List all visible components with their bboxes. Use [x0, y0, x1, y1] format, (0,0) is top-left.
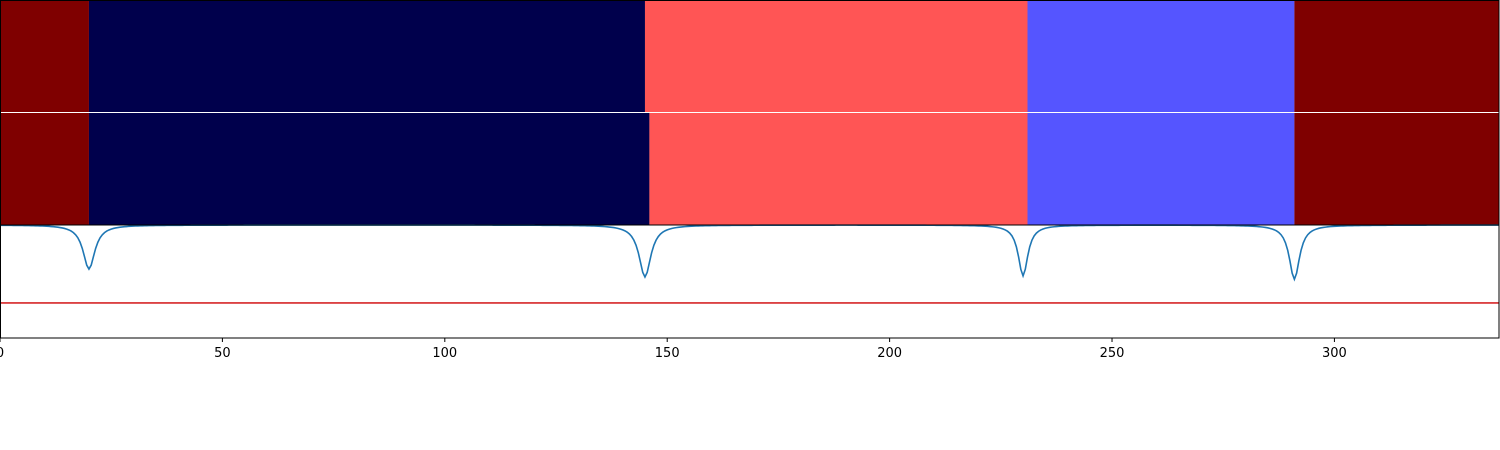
segment-row-1 [0, 0, 1499, 113]
segment-1-4 [1027, 0, 1295, 113]
signal-panel [0, 0, 1500, 339]
x-axis: 0 50 100 150 200 250 300 [0, 338, 1347, 361]
segment-2-5 [1294, 112, 1499, 225]
x-tick-label-200: 200 [877, 346, 902, 361]
segment-1-5 [1294, 0, 1499, 113]
x-tick-label-150: 150 [655, 346, 680, 361]
x-tick-label-100: 100 [432, 346, 457, 361]
segment-2-2 [88, 112, 650, 225]
segment-2-4 [1027, 112, 1295, 225]
segment-1-3 [644, 0, 1028, 113]
x-tick-label-0: 0 [0, 346, 4, 361]
x-tick-label-50: 50 [214, 346, 231, 361]
segment-2-1 [0, 112, 89, 225]
segment-rows [0, 0, 1499, 225]
segment-2-3 [649, 112, 1028, 225]
x-tick-label-300: 300 [1322, 346, 1347, 361]
plot-frame [0, 0, 1500, 339]
segment-1-2 [88, 0, 645, 113]
x-tick-label-250: 250 [1100, 346, 1125, 361]
signal-line [0, 224, 1499, 282]
segment-row-2 [0, 112, 1499, 225]
segment-1-1 [0, 0, 89, 113]
